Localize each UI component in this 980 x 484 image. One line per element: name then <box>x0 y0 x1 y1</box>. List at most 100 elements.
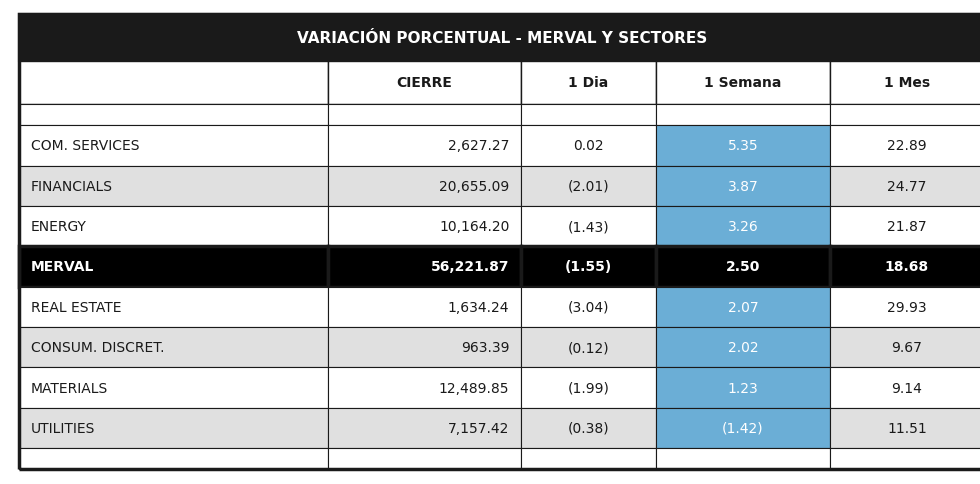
Text: 29.93: 29.93 <box>887 300 927 314</box>
Text: 9.14: 9.14 <box>892 381 922 395</box>
Bar <box>830 62 980 105</box>
Bar <box>656 207 830 247</box>
Text: (1.99): (1.99) <box>567 381 610 395</box>
Bar <box>328 207 521 247</box>
Bar <box>328 287 521 327</box>
Text: 10,164.20: 10,164.20 <box>439 220 510 234</box>
Bar <box>20 287 328 327</box>
Text: 21.87: 21.87 <box>887 220 927 234</box>
Bar <box>328 105 521 126</box>
Text: 7,157.42: 7,157.42 <box>448 421 510 435</box>
Text: REAL ESTATE: REAL ESTATE <box>31 300 122 314</box>
Bar <box>328 247 521 287</box>
Bar <box>656 247 830 287</box>
Text: 0.02: 0.02 <box>573 139 604 153</box>
Text: (0.38): (0.38) <box>567 421 610 435</box>
Text: 11.51: 11.51 <box>887 421 927 435</box>
Text: (2.01): (2.01) <box>567 180 610 193</box>
Text: (1.42): (1.42) <box>722 421 763 435</box>
Bar <box>20 367 328 408</box>
Bar <box>521 126 656 166</box>
Text: CONSUM. DISCRET.: CONSUM. DISCRET. <box>31 340 165 354</box>
Text: 1 Mes: 1 Mes <box>884 76 930 90</box>
Bar <box>521 105 656 126</box>
Text: 1 Semana: 1 Semana <box>705 76 782 90</box>
Bar <box>521 448 656 469</box>
Text: 1.23: 1.23 <box>727 381 759 395</box>
Text: 12,489.85: 12,489.85 <box>439 381 510 395</box>
Bar <box>20 448 328 469</box>
Bar <box>521 367 656 408</box>
Bar <box>521 62 656 105</box>
Bar <box>521 327 656 367</box>
Bar <box>830 247 980 287</box>
Bar <box>328 126 521 166</box>
Bar <box>830 287 980 327</box>
Text: (0.12): (0.12) <box>567 340 610 354</box>
Bar <box>830 166 980 207</box>
Text: 5.35: 5.35 <box>727 139 759 153</box>
Bar <box>20 105 328 126</box>
Text: UTILITIES: UTILITIES <box>31 421 95 435</box>
Bar <box>830 105 980 126</box>
Bar <box>656 367 830 408</box>
Bar <box>521 166 656 207</box>
Text: (3.04): (3.04) <box>567 300 610 314</box>
Bar <box>328 367 521 408</box>
Text: ENERGY: ENERGY <box>31 220 87 234</box>
Text: 1 Dia: 1 Dia <box>568 76 609 90</box>
Bar <box>20 207 328 247</box>
Text: 963.39: 963.39 <box>461 340 510 354</box>
Text: MERVAL: MERVAL <box>31 260 94 274</box>
Text: CIERRE: CIERRE <box>397 76 453 90</box>
Bar <box>20 166 328 207</box>
Text: 56,221.87: 56,221.87 <box>431 260 510 274</box>
Bar <box>656 287 830 327</box>
Text: 2.02: 2.02 <box>727 340 759 354</box>
Bar <box>656 62 830 105</box>
Text: 2,627.27: 2,627.27 <box>448 139 510 153</box>
Bar <box>830 126 980 166</box>
Text: 3.26: 3.26 <box>727 220 759 234</box>
Bar <box>521 408 656 448</box>
Bar <box>20 408 328 448</box>
Bar <box>20 327 328 367</box>
Text: 9.67: 9.67 <box>892 340 922 354</box>
Text: 2.07: 2.07 <box>727 300 759 314</box>
Text: 20,655.09: 20,655.09 <box>439 180 510 193</box>
Text: 2.50: 2.50 <box>726 260 760 274</box>
Bar <box>656 327 830 367</box>
Bar <box>656 126 830 166</box>
Bar <box>830 448 980 469</box>
Text: (1.43): (1.43) <box>567 220 610 234</box>
Bar <box>830 367 980 408</box>
Bar <box>20 62 328 105</box>
Bar <box>328 327 521 367</box>
Bar <box>830 408 980 448</box>
Bar <box>20 126 328 166</box>
Bar <box>328 448 521 469</box>
Bar <box>328 62 521 105</box>
Text: (1.55): (1.55) <box>564 260 612 274</box>
Bar <box>521 207 656 247</box>
Text: 3.87: 3.87 <box>727 180 759 193</box>
Bar <box>656 448 830 469</box>
Bar <box>830 327 980 367</box>
Text: COM. SERVICES: COM. SERVICES <box>31 139 139 153</box>
Bar <box>20 15 980 62</box>
Bar <box>656 166 830 207</box>
Bar <box>328 166 521 207</box>
Bar <box>328 408 521 448</box>
Text: 22.89: 22.89 <box>887 139 927 153</box>
Bar <box>656 408 830 448</box>
Text: MATERIALS: MATERIALS <box>31 381 108 395</box>
Bar <box>521 287 656 327</box>
Bar <box>20 247 328 287</box>
Bar <box>830 207 980 247</box>
Text: VARIACIÓN PORCENTUAL - MERVAL Y SECTORES: VARIACIÓN PORCENTUAL - MERVAL Y SECTORES <box>297 30 707 45</box>
Bar <box>521 247 656 287</box>
Text: 1,634.24: 1,634.24 <box>448 300 510 314</box>
Bar <box>656 105 830 126</box>
Text: 24.77: 24.77 <box>887 180 927 193</box>
Text: FINANCIALS: FINANCIALS <box>31 180 113 193</box>
